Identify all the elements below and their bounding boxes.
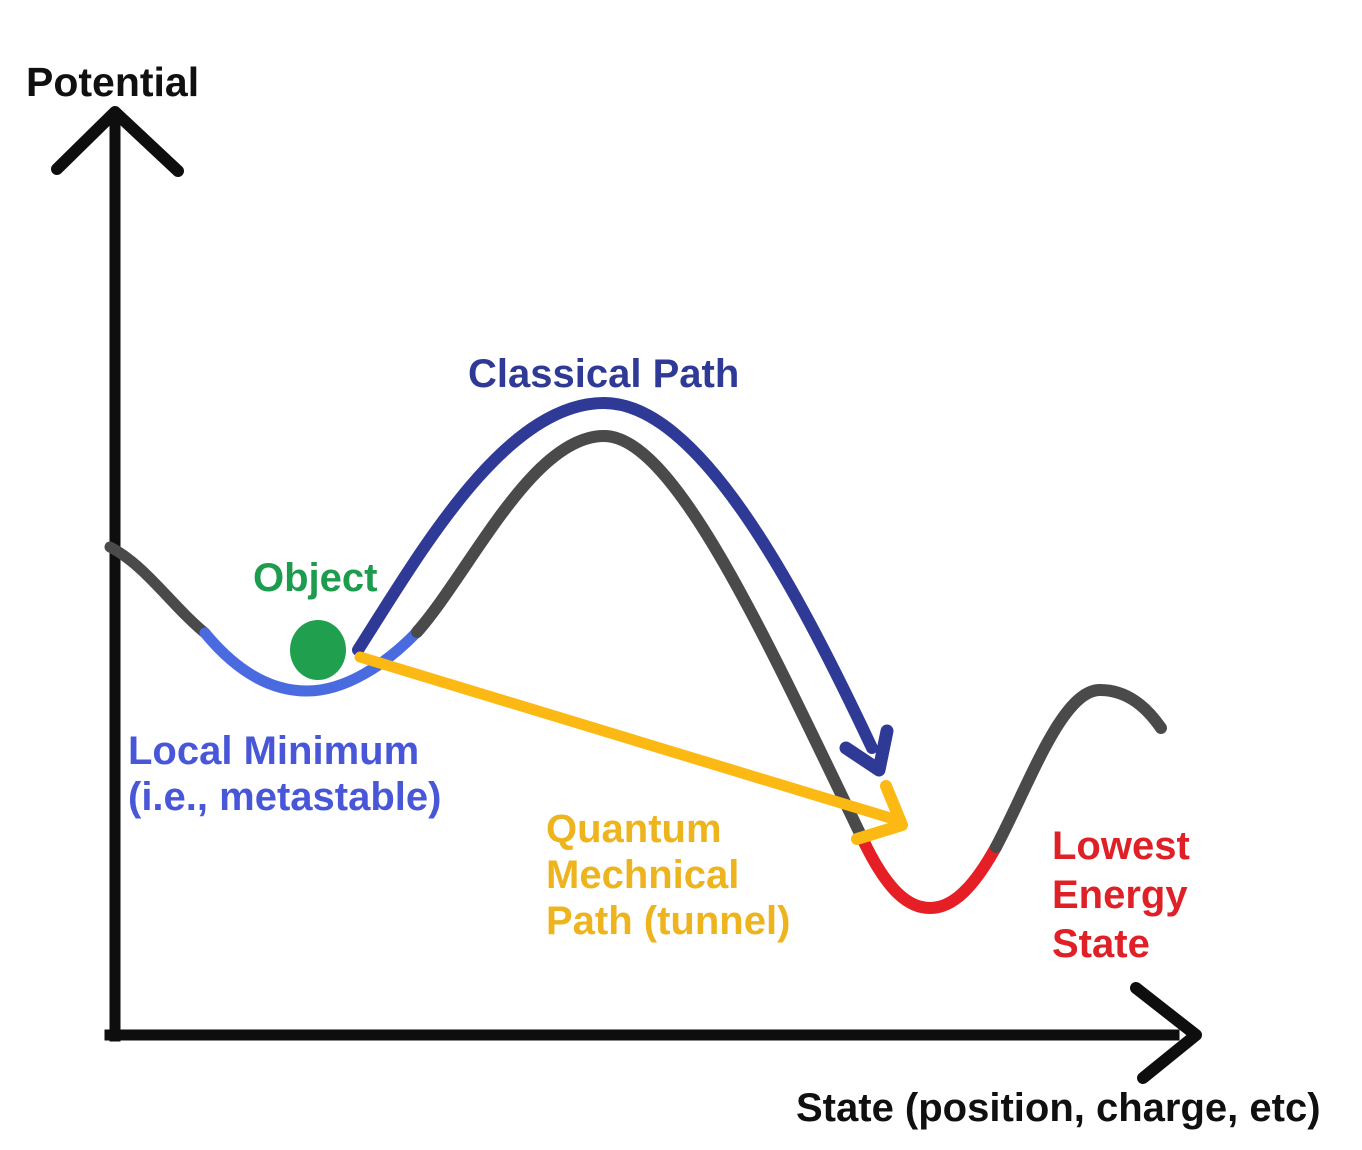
classical-path-arrowhead-icon (839, 724, 894, 777)
quantum-tunnel-arrow (354, 651, 908, 845)
x-axis-arrowhead-icon (1130, 982, 1202, 1084)
classical-path-curve (352, 397, 878, 754)
x-axis-label: State (position, charge, etc) (796, 1086, 1321, 1130)
quantum-path-label-line1: Quantum (546, 807, 722, 851)
y-axis-label: Potential (26, 59, 200, 105)
axes (51, 106, 1202, 1084)
barrier-curve (411, 429, 872, 852)
quantum-path-label: Quantum Mechnical Path (tunnel) (546, 806, 790, 944)
quantum-path-label-line2: Mechnical (546, 853, 740, 897)
y-axis-arrowhead-icon (51, 106, 184, 177)
right-hump-curve (990, 683, 1167, 853)
local-minimum-label-line2: (i.e., metastable) (128, 775, 442, 819)
potential-curve (104, 429, 1167, 915)
quantum-tunnel-arrowhead-icon (851, 780, 908, 845)
lowest-energy-well-curve (860, 840, 1002, 915)
quantum-tunnel-line (354, 651, 903, 826)
lowest-energy-label-line2: Energy (1052, 873, 1188, 917)
potential-curve-left-descent (104, 541, 211, 639)
lowest-energy-label-line3: State (1052, 922, 1150, 966)
quantum-path-label-line3: Path (tunnel) (546, 899, 791, 943)
local-minimum-label-line1: Local Minimum (128, 729, 420, 773)
lowest-energy-label-line1: Lowest (1052, 824, 1190, 868)
local-minimum-label: Local Minimum (i.e., metastable) (128, 728, 441, 820)
object-label: Object (253, 556, 378, 600)
object-dot (290, 620, 346, 680)
classical-path-label: Classical Path (468, 352, 740, 396)
lowest-energy-label: Lowest Energy State (1052, 822, 1190, 969)
classical-path-arrow (352, 397, 894, 777)
